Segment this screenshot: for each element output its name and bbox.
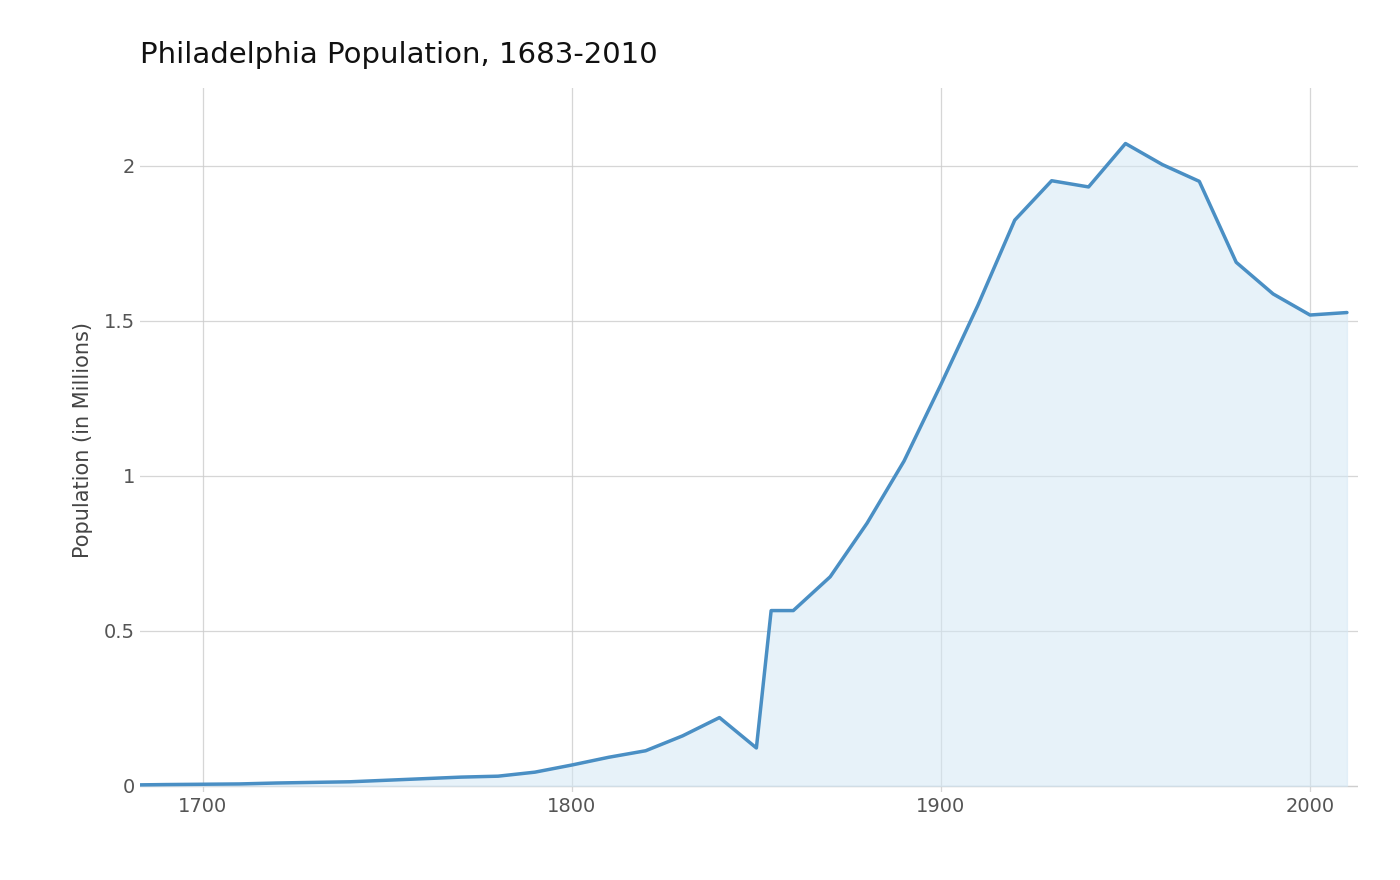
Text: Philadelphia Population, 1683-2010: Philadelphia Population, 1683-2010 (140, 41, 658, 69)
Y-axis label: Population (in Millions): Population (in Millions) (73, 322, 92, 558)
